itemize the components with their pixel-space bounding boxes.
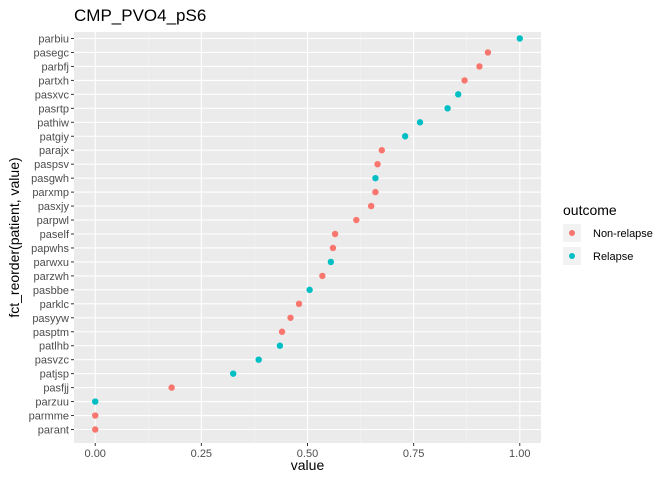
y-tick-label: papwhs: [31, 243, 69, 255]
y-tick-label: patlhb: [39, 341, 69, 353]
y-tick-label: pasxvc: [35, 89, 70, 101]
x-tick-label: 1.00: [509, 448, 530, 460]
data-point: [92, 412, 99, 419]
data-point: [476, 63, 483, 70]
y-tick-label: pasvzc: [35, 355, 70, 367]
y-tick-label: parzwh: [34, 271, 69, 283]
x-axis-title: value: [291, 457, 325, 473]
legend-label-non-relapse: Non-relapse: [593, 228, 653, 240]
data-point: [416, 119, 424, 126]
data-point: [92, 398, 99, 405]
chart-title: CMP_PVO4_pS6: [74, 6, 206, 25]
y-tick-label: paspsv: [34, 159, 69, 171]
data-point: [367, 202, 375, 210]
data-point: [255, 356, 262, 363]
y-tick-label: parxmp: [32, 187, 69, 199]
data-point: [327, 258, 335, 266]
legend-key-relapse: [569, 253, 575, 259]
x-tick-label: 0.75: [403, 448, 424, 460]
x-tick-label: 0.25: [191, 448, 212, 460]
data-points: [92, 35, 523, 433]
y-tick-label: parant: [38, 425, 69, 437]
data-point: [295, 300, 303, 308]
legend-key-non-relapse: [569, 230, 575, 236]
y-tick-label: parbiu: [38, 34, 69, 46]
y-tick-label: paself: [40, 229, 70, 241]
data-point: [278, 328, 286, 335]
y-tick-label: parbfj: [41, 61, 69, 73]
data-point: [306, 286, 313, 294]
data-point: [455, 91, 462, 98]
y-tick-label: pasfjj: [43, 383, 69, 395]
legend: outcome Non-relapse Relapse: [563, 202, 653, 265]
data-point: [374, 160, 381, 168]
y-tick-label: patjsp: [40, 369, 69, 381]
y-axis-title: fct_reorder(patient, value): [6, 157, 22, 317]
y-tick-label: parpwl: [37, 215, 69, 227]
y-tick-label: parajx: [39, 145, 69, 157]
y-tick-label: pasyyw: [32, 313, 69, 325]
grid-lines: [74, 32, 541, 443]
data-point: [168, 384, 175, 391]
y-tick-label: pasxjy: [38, 201, 70, 213]
data-point: [329, 244, 337, 252]
data-point: [353, 216, 360, 224]
data-point: [378, 147, 385, 154]
y-tick-label: parzuu: [35, 397, 69, 409]
x-tick-label: 0.50: [297, 448, 318, 460]
y-tick-label: patgiy: [40, 131, 70, 143]
data-point: [484, 49, 492, 56]
y-tick-label: pasrtp: [38, 103, 69, 115]
data-point: [401, 133, 409, 140]
data-point: [319, 272, 326, 280]
data-point: [444, 105, 451, 112]
data-point: [92, 426, 99, 433]
data-point: [276, 342, 284, 349]
data-point: [372, 174, 379, 182]
y-tick-label: pasbbe: [33, 285, 69, 297]
data-point: [331, 230, 339, 238]
x-axis-ticks: 0.00 0.25 0.50 0.75 1.00: [85, 443, 530, 460]
data-point: [516, 35, 523, 42]
y-tick-label: pasgwh: [31, 173, 69, 185]
y-tick-label: pasptm: [33, 327, 69, 339]
data-point: [230, 370, 237, 377]
data-point: [372, 188, 379, 196]
y-tick-label: parmme: [29, 411, 69, 423]
y-tick-label: partxh: [38, 75, 69, 87]
y-tick-label: parwxu: [34, 257, 69, 269]
data-point: [287, 314, 294, 321]
y-tick-label: parklc: [40, 299, 70, 311]
data-point: [461, 77, 468, 84]
legend-title: outcome: [563, 202, 617, 218]
y-tick-label: pasegc: [34, 47, 70, 59]
legend-label-relapse: Relapse: [593, 251, 633, 263]
y-tick-label: pathiw: [37, 117, 69, 129]
x-tick-label: 0.00: [85, 448, 106, 460]
